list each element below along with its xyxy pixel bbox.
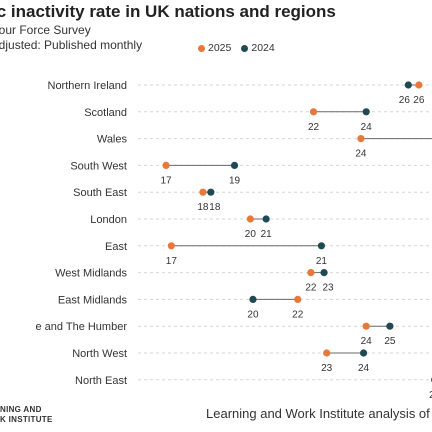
legend-item-2024: 2024 bbox=[241, 42, 275, 54]
institute-logo: NING AND K INSTITUTE bbox=[0, 405, 53, 425]
point-2025-north-west bbox=[323, 349, 331, 357]
point-2024-northern-ireland bbox=[404, 81, 412, 89]
value-label-2024-south-west: 19 bbox=[229, 175, 241, 186]
logo-line-1: NING AND bbox=[0, 405, 42, 414]
value-label-2024-northern-ireland: 26 bbox=[399, 95, 411, 106]
value-label-2025-north-west: 23 bbox=[321, 363, 333, 374]
category-label-london: London bbox=[90, 214, 127, 226]
value-label-2024-east-midlands: 20 bbox=[247, 309, 259, 320]
source-note: Learning and Work Institute analysis of bbox=[206, 406, 430, 421]
value-label-2025-scotland: 22 bbox=[308, 122, 320, 133]
value-label-2025-east-midlands: 22 bbox=[292, 309, 304, 320]
legend-swatch-2024 bbox=[241, 44, 249, 52]
point-2025-london bbox=[246, 215, 254, 223]
point-2025-west-midlands bbox=[307, 269, 315, 277]
value-label-2025-south-east: 18 bbox=[197, 202, 209, 213]
value-label-2024-scotland: 24 bbox=[361, 122, 373, 133]
legend-item-2025: 2025 bbox=[198, 42, 231, 54]
category-label-north-west: North West bbox=[72, 348, 127, 360]
point-2024-east bbox=[317, 242, 326, 250]
category-label-e-and-the-humber: e and The Humber bbox=[35, 321, 127, 333]
value-label-2025-e-and-the-humber: 24 bbox=[361, 336, 373, 347]
value-label-2024-south-east: 18 bbox=[209, 202, 221, 213]
point-2024-south-west bbox=[230, 161, 239, 169]
point-2025-south-west bbox=[162, 161, 170, 169]
category-label-northern-ireland: Northern Ireland bbox=[48, 80, 128, 92]
value-label-2025-east: 17 bbox=[166, 256, 178, 267]
point-2024-east-midlands bbox=[249, 295, 257, 303]
legend: 2025 2024 bbox=[198, 42, 275, 54]
legend-label-2025: 2025 bbox=[208, 42, 232, 54]
chart-subtitle-2: adjusted: Published monthly bbox=[0, 38, 143, 52]
point-2025-northern-ireland bbox=[415, 81, 423, 89]
value-label-2025-south-west: 17 bbox=[161, 175, 173, 186]
value-label-2024-east: 21 bbox=[316, 256, 328, 267]
chart-title: ic inactivity rate in UK nations and reg… bbox=[0, 2, 336, 21]
point-2024-north-west bbox=[359, 349, 368, 357]
value-label-2025-wales: 24 bbox=[355, 149, 367, 160]
value-label-2024-north-east: 27 bbox=[429, 390, 432, 401]
value-label-2025-northern-ireland: 26 bbox=[413, 95, 425, 106]
value-label-2024-west-midlands: 23 bbox=[323, 283, 335, 294]
category-label-west-midlands: West Midlands bbox=[55, 268, 127, 280]
point-2025-scotland bbox=[309, 108, 318, 116]
category-label-north-east: North East bbox=[75, 375, 127, 387]
category-label-wales: Wales bbox=[97, 134, 128, 146]
point-2025-e-and-the-humber bbox=[362, 322, 370, 330]
point-2024-london bbox=[262, 215, 270, 223]
point-2025-east bbox=[167, 242, 175, 250]
value-label-2024-e-and-the-humber: 25 bbox=[384, 336, 396, 347]
point-2024-south-east bbox=[207, 188, 215, 196]
category-label-south-east: South East bbox=[73, 187, 127, 199]
value-label-2024-london: 21 bbox=[261, 229, 273, 240]
point-2025-south-east bbox=[199, 188, 207, 196]
logo-line-2: K INSTITUTE bbox=[0, 415, 53, 424]
category-label-scotland: Scotland bbox=[84, 107, 127, 119]
value-label-2024-north-west: 24 bbox=[358, 363, 370, 374]
point-2025-east-midlands bbox=[294, 295, 302, 303]
legend-swatch-2025 bbox=[198, 44, 205, 52]
category-label-east-midlands: East Midlands bbox=[58, 294, 128, 306]
category-label-east: East bbox=[105, 241, 127, 253]
point-2024-scotland bbox=[362, 108, 370, 116]
value-label-2025-west-midlands: 22 bbox=[305, 283, 317, 294]
point-2024-e-and-the-humber bbox=[386, 322, 394, 330]
category-label-south-west: South West bbox=[70, 160, 127, 172]
point-2025-wales bbox=[357, 135, 365, 143]
legend-label-2024: 2024 bbox=[251, 42, 275, 54]
chart-subtitle: bour Force Survey bbox=[0, 23, 91, 37]
value-label-2025-london: 20 bbox=[245, 229, 257, 240]
point-2024-west-midlands bbox=[320, 269, 328, 277]
